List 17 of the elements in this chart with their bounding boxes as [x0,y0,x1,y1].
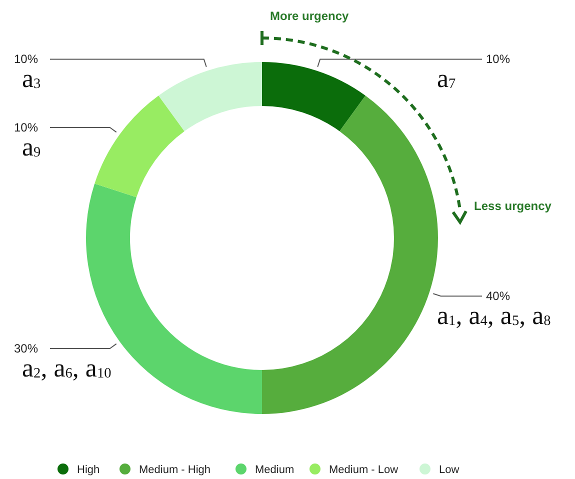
data-label: 10% [14,120,38,134]
donut-slice [94,96,184,198]
text: More urgency [270,9,350,23]
text: Less urgency [474,199,552,214]
legend-label: Medium [255,464,294,476]
data-label: 10% [486,52,510,66]
donut-slice [262,96,438,414]
legend-label: Medium - Low [329,464,398,476]
legend-label: Medium - High [139,464,211,476]
legend-label: High [77,464,100,476]
donut-slice [158,62,262,132]
legend-label: Low [439,464,460,476]
donut-slice [262,62,366,132]
data-label: 40% [486,289,510,304]
donut-slice [86,184,262,414]
data-label: 10% [14,52,38,66]
data-label: 30% [14,342,38,356]
